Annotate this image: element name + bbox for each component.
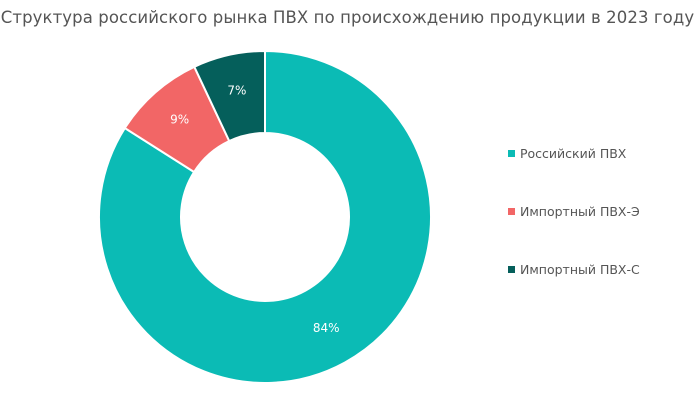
donut-slices	[98, 49, 432, 384]
slice-labels: 84% 9% 7%	[170, 84, 339, 335]
legend-swatch-icon	[508, 266, 515, 273]
slice-value-label: 9%	[170, 113, 189, 127]
donut-slice-0[interactable]	[98, 49, 432, 384]
slice-value-label: 84%	[313, 321, 340, 335]
legend-item-imported-pvc-e[interactable]: Импортный ПВХ-Э	[508, 204, 640, 219]
slice-value-label: 7%	[227, 84, 246, 98]
legend-item-russian-pvc[interactable]: Российский ПВХ	[508, 146, 626, 161]
legend-label: Импортный ПВХ-Э	[520, 204, 640, 219]
donut-slice-2[interactable]	[192, 49, 266, 143]
legend-label: Российский ПВХ	[520, 146, 627, 161]
legend-swatch-icon	[508, 150, 515, 157]
legend-label: Импортный ПВХ-С	[520, 262, 640, 277]
legend-swatch-icon	[508, 208, 515, 215]
chart-title: Структура российского рынка ПВХ по проис…	[0, 8, 695, 27]
legend-item-imported-pvc-s[interactable]: Импортный ПВХ-С	[508, 262, 640, 277]
